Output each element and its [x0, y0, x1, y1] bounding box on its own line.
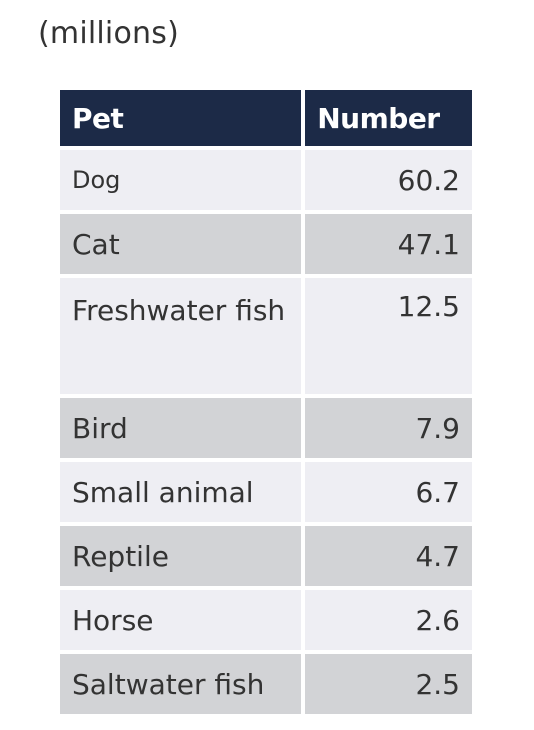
- table-row: Saltwater fish 2.5: [60, 654, 472, 718]
- number-cell: 47.1: [305, 214, 472, 278]
- table-row: Horse 2.6: [60, 590, 472, 654]
- pet-cell: Small animal: [60, 462, 306, 526]
- table-header-row: Pet Number: [60, 90, 472, 150]
- table-row: Dog 60.2: [60, 150, 472, 214]
- number-cell: 2.6: [305, 590, 472, 654]
- table-row: Bird 7.9: [60, 398, 472, 462]
- pet-cell: Freshwater fish: [60, 278, 306, 398]
- pet-cell: Bird: [60, 398, 306, 462]
- number-cell: 60.2: [305, 150, 472, 214]
- number-cell: 7.9: [305, 398, 472, 462]
- pet-cell: Horse: [60, 590, 306, 654]
- pet-cell: Reptile: [60, 526, 306, 590]
- number-cell: 6.7: [305, 462, 472, 526]
- column-header-number: Number: [305, 90, 472, 150]
- table-row: Freshwater fish 12.5: [60, 278, 472, 398]
- table-subtitle: (millions): [38, 16, 179, 51]
- number-cell: 2.5: [305, 654, 472, 718]
- pet-cell: Dog: [60, 150, 306, 214]
- table-row: Cat 47.1: [60, 214, 472, 278]
- table-row: Reptile 4.7: [60, 526, 472, 590]
- pets-table: Pet Number Dog 60.2 Cat 47.1 Freshwater …: [60, 90, 472, 718]
- column-header-pet: Pet: [60, 90, 306, 150]
- pet-cell: Cat: [60, 214, 306, 278]
- table-row: Small animal 6.7: [60, 462, 472, 526]
- number-cell: 4.7: [305, 526, 472, 590]
- pet-cell: Saltwater fish: [60, 654, 306, 718]
- number-cell: 12.5: [305, 278, 472, 398]
